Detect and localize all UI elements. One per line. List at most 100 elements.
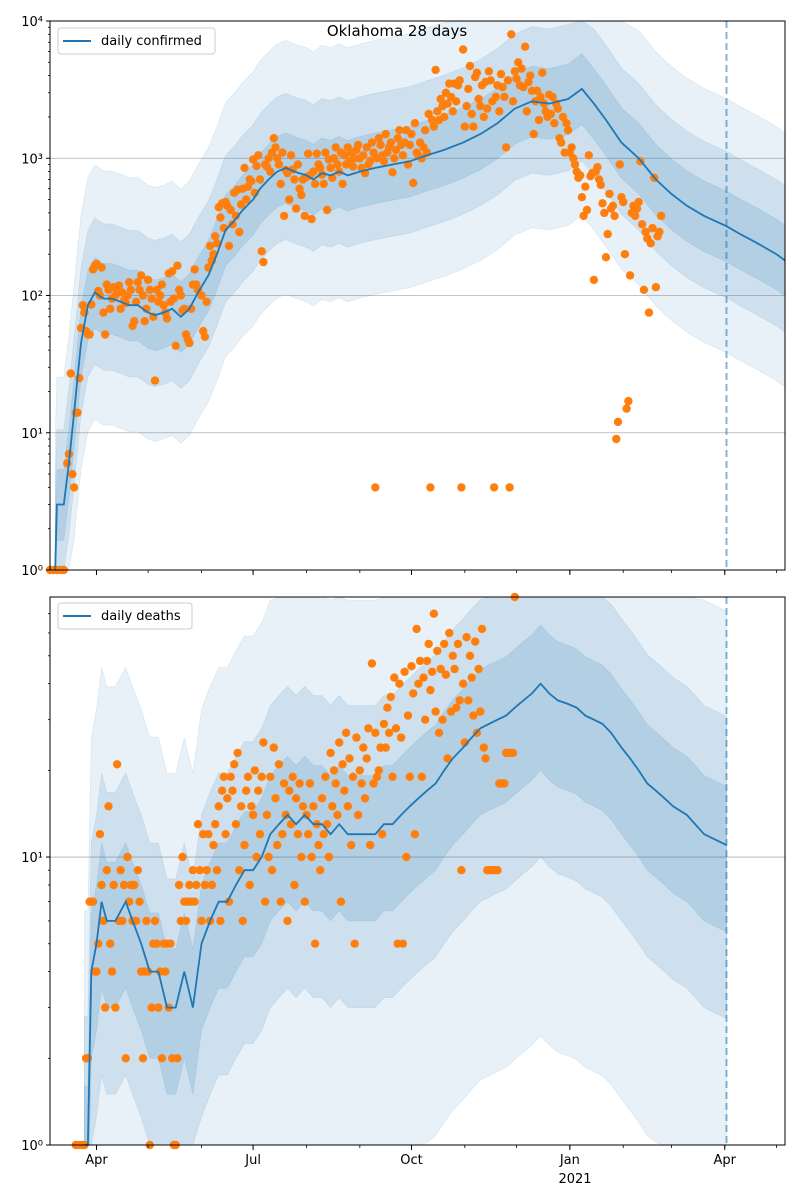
data-point (352, 733, 361, 742)
data-point (422, 656, 432, 666)
data-point (503, 76, 513, 85)
y-tick-label: 10⁰ (21, 564, 43, 579)
data-point (254, 151, 263, 160)
data-point (62, 459, 72, 468)
data-point (125, 278, 134, 287)
data-point (295, 184, 304, 193)
data-point (107, 967, 117, 976)
data-point (168, 267, 177, 276)
data-point (371, 483, 380, 492)
data-point (226, 205, 235, 215)
data-point (118, 916, 127, 926)
data-point (326, 163, 335, 173)
data-point (517, 64, 526, 73)
data-point (293, 160, 303, 169)
data-point (316, 866, 325, 875)
data-point (259, 738, 268, 747)
data-point (359, 151, 368, 160)
data-point (631, 211, 640, 221)
data-point (126, 285, 136, 294)
data-point (405, 140, 414, 150)
data-point (348, 162, 358, 171)
bottom-axes-frame (49, 596, 786, 1146)
data-point (348, 772, 358, 781)
data-point (632, 204, 642, 213)
data-point (300, 211, 309, 221)
data-point (465, 61, 475, 71)
data-point (192, 880, 201, 890)
bottom-legend-box (57, 602, 193, 630)
data-point (300, 897, 309, 906)
data-point (202, 866, 211, 875)
data-point (359, 743, 368, 752)
data-point (367, 138, 377, 147)
data-point (390, 154, 399, 163)
data-point (266, 772, 275, 781)
data-point (427, 115, 437, 125)
data-point (216, 916, 225, 926)
data-point (230, 760, 239, 769)
data-point (414, 679, 423, 688)
data-point (279, 211, 289, 221)
data-point (250, 766, 259, 775)
data-point (133, 866, 142, 875)
data-point (331, 779, 340, 788)
x-tick-label: Jan (559, 1153, 580, 1168)
data-point (625, 271, 635, 280)
data-point (319, 830, 328, 839)
data-point (297, 852, 306, 862)
data-point (582, 205, 592, 215)
y-tick-label: 10⁴ (21, 15, 43, 30)
data-point (374, 766, 383, 775)
data-point (156, 291, 165, 300)
data-point (111, 1003, 120, 1012)
data-point (312, 149, 321, 158)
data-point (448, 651, 457, 660)
data-point (558, 112, 568, 122)
data-point (577, 193, 587, 202)
data-point (400, 667, 409, 676)
data-point (510, 67, 519, 76)
data-point (508, 97, 518, 106)
data-point (596, 180, 605, 190)
data-point (469, 122, 478, 131)
data-point (143, 967, 153, 976)
data-point (154, 1003, 163, 1012)
data-point (223, 794, 232, 803)
data-point (137, 271, 146, 280)
data-point (410, 119, 420, 128)
data-point (78, 301, 87, 310)
data-point (157, 280, 167, 289)
data-point (162, 314, 172, 323)
data-point (314, 840, 323, 850)
data-point (161, 967, 170, 976)
data-point (622, 404, 631, 413)
data-point (278, 830, 287, 839)
data-point (143, 275, 153, 285)
x-year-label: 2021 (558, 1172, 591, 1187)
data-point (102, 866, 112, 875)
bottom-uncertainty-bands (84, 596, 727, 1146)
bottom-y-ticks: 10⁰ 10¹ (21, 613, 50, 1154)
data-point (452, 703, 461, 712)
data-point (641, 227, 650, 237)
data-point (484, 67, 494, 76)
bottom-legend: daily deaths (57, 602, 193, 630)
data-point (557, 138, 566, 147)
data-point (255, 175, 265, 184)
data-point (427, 667, 437, 676)
top-y-ticks: 10⁰ 10¹ 10² 10³ 10⁴ (21, 15, 50, 579)
data-point (576, 171, 585, 180)
y-tick-label: 10¹ (21, 427, 43, 442)
data-point (271, 143, 280, 152)
data-point (73, 408, 82, 417)
data-point (321, 148, 330, 157)
data-point (500, 92, 509, 102)
data-point (130, 317, 139, 326)
data-point (276, 897, 285, 906)
data-point (455, 76, 464, 85)
data-point (116, 866, 125, 875)
data-point (536, 92, 545, 102)
